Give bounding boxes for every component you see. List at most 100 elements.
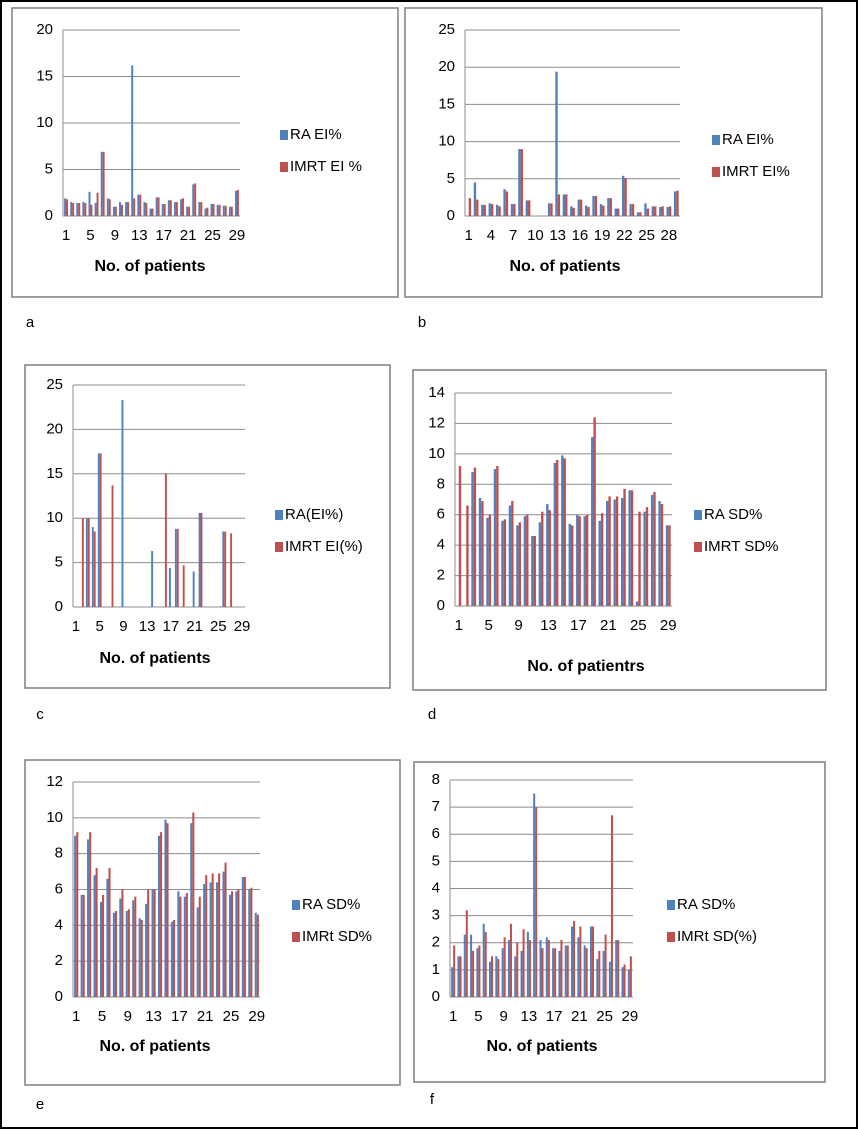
- bar: [629, 204, 632, 216]
- y-tick-label: 0: [447, 207, 455, 224]
- bar: [541, 948, 544, 997]
- x-tick-label: 1: [455, 617, 463, 634]
- bar: [578, 516, 581, 606]
- bar: [95, 868, 98, 997]
- bar: [74, 835, 77, 997]
- bar: [459, 956, 462, 997]
- legend-label: RA(EI%): [285, 506, 343, 523]
- bar: [570, 525, 574, 606]
- y-tick-label: 15: [36, 67, 53, 84]
- panel-border: [413, 761, 826, 1083]
- bar: [576, 514, 579, 606]
- bar: [185, 893, 188, 997]
- legend-swatch: [275, 510, 283, 520]
- bar: [613, 499, 616, 606]
- x-tick-label: 9: [119, 618, 127, 635]
- bar: [579, 199, 583, 216]
- bar: [573, 921, 576, 997]
- y-tick-label: 10: [36, 114, 53, 131]
- bar: [533, 793, 536, 997]
- bar: [577, 199, 580, 216]
- bar: [503, 519, 507, 606]
- bar: [598, 950, 601, 997]
- bar: [188, 206, 191, 216]
- y-tick-label: 4: [437, 536, 445, 553]
- bar: [134, 896, 137, 997]
- bar: [466, 505, 469, 606]
- bar: [212, 203, 215, 216]
- bar: [241, 876, 244, 997]
- y-tick-label: 3: [432, 907, 440, 924]
- bar: [620, 497, 624, 606]
- bar: [583, 945, 586, 997]
- legend-label: IMRT SD%: [704, 538, 778, 555]
- bar: [561, 455, 564, 606]
- bar: [636, 212, 640, 216]
- bar: [481, 204, 484, 216]
- y-tick-label: 0: [437, 597, 445, 614]
- bar: [457, 956, 460, 997]
- x-tick-label: 5: [86, 227, 94, 244]
- legend-swatch: [280, 130, 288, 140]
- bar: [550, 203, 553, 216]
- bar: [85, 518, 88, 607]
- bar: [628, 490, 631, 606]
- bar: [125, 202, 128, 216]
- x-tick-label: 1: [465, 227, 473, 244]
- x-tick-label: 29: [660, 617, 677, 634]
- y-tick-label: 6: [437, 506, 445, 523]
- bar: [562, 194, 566, 216]
- bar: [571, 926, 574, 997]
- bar: [673, 191, 677, 216]
- bar: [203, 884, 206, 997]
- legend-label: RA EI%: [290, 126, 342, 143]
- bar: [509, 923, 512, 997]
- bar: [256, 914, 259, 997]
- bar: [205, 875, 208, 997]
- bar: [507, 940, 510, 997]
- y-tick-label: 5: [447, 170, 455, 187]
- bar: [592, 195, 595, 216]
- bar: [531, 536, 534, 606]
- y-tick-label: 0: [45, 207, 53, 224]
- legend-label: IMRt SD%: [302, 928, 372, 945]
- bar: [138, 918, 141, 997]
- bar: [112, 912, 115, 997]
- legend-swatch: [694, 510, 702, 520]
- bar: [644, 203, 647, 216]
- bar: [209, 882, 212, 997]
- x-tick-label: 21: [600, 617, 617, 634]
- y-tick-label: 2: [432, 934, 440, 951]
- bar: [476, 948, 479, 997]
- bar: [651, 206, 655, 216]
- y-tick-label: 4: [55, 916, 63, 933]
- bar: [463, 934, 466, 997]
- x-tick-label: 9: [499, 1008, 507, 1025]
- x-tick-label: 5: [485, 617, 493, 634]
- y-tick-label: 5: [55, 554, 63, 571]
- bar: [200, 202, 203, 216]
- x-tick-label: 13: [139, 618, 156, 635]
- bar: [194, 183, 197, 216]
- x-tick-label: 1: [62, 227, 70, 244]
- bar: [476, 199, 479, 216]
- x-tick-label: 25: [204, 227, 221, 244]
- bar: [471, 472, 474, 606]
- bar: [566, 945, 569, 997]
- legend-swatch: [280, 162, 288, 172]
- bar: [93, 531, 96, 607]
- bar: [623, 964, 626, 997]
- x-tick-label: 21: [186, 618, 203, 635]
- bar: [224, 205, 227, 216]
- bar: [668, 525, 671, 606]
- bar: [453, 945, 456, 997]
- legend-swatch: [275, 542, 283, 552]
- bar: [168, 567, 171, 607]
- bar: [206, 207, 209, 216]
- bar: [111, 485, 114, 607]
- bar: [554, 948, 557, 997]
- legend-swatch: [292, 900, 300, 910]
- bar: [132, 900, 135, 997]
- x-tick-label: 22: [616, 227, 633, 244]
- x-tick-label: 9: [124, 1008, 132, 1025]
